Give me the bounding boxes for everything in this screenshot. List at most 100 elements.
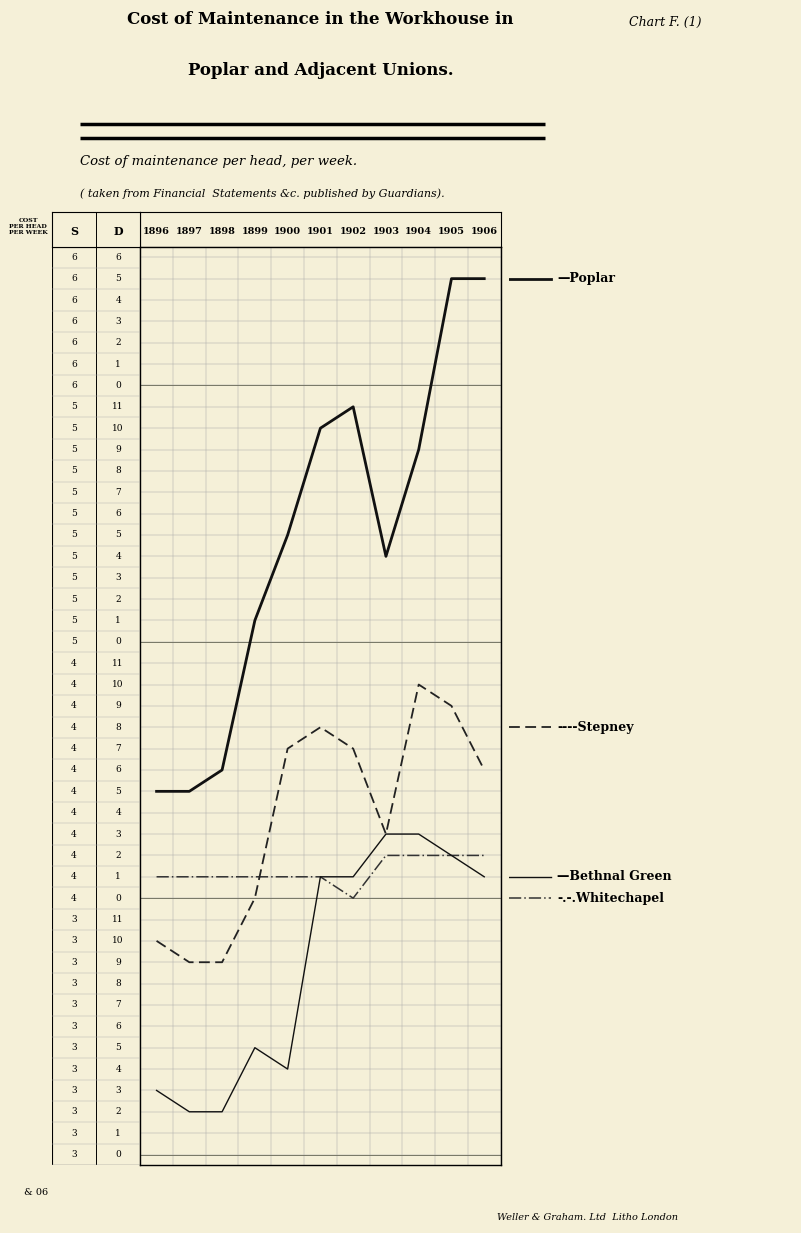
Text: 5: 5: [71, 402, 77, 412]
Text: 6: 6: [71, 360, 77, 369]
Text: 3: 3: [71, 915, 77, 924]
Text: 5: 5: [71, 573, 77, 582]
Text: 5: 5: [71, 445, 77, 454]
Text: 1898: 1898: [208, 227, 235, 236]
Text: 3: 3: [115, 830, 121, 838]
Text: Weller & Graham. Ltd  Litho London: Weller & Graham. Ltd Litho London: [497, 1213, 678, 1222]
Text: 10: 10: [112, 681, 124, 689]
Text: 3: 3: [71, 1086, 77, 1095]
Text: 4: 4: [115, 808, 121, 817]
Text: —Poplar: —Poplar: [557, 272, 615, 285]
Text: 3: 3: [71, 1150, 77, 1159]
Text: 5: 5: [115, 530, 121, 540]
Text: 3: 3: [71, 1043, 77, 1052]
Text: 3: 3: [71, 1000, 77, 1010]
Text: 10: 10: [112, 936, 124, 946]
Text: 3: 3: [71, 936, 77, 946]
Text: 4: 4: [71, 894, 77, 903]
Text: 1: 1: [115, 616, 121, 625]
Text: 4: 4: [71, 830, 77, 838]
Text: —Bethnal Green: —Bethnal Green: [557, 870, 671, 883]
Text: 3: 3: [71, 1128, 77, 1138]
Text: 5: 5: [115, 1043, 121, 1052]
Text: 6: 6: [71, 381, 77, 390]
Text: 8: 8: [115, 979, 121, 988]
Text: 3: 3: [71, 1064, 77, 1074]
Text: 0: 0: [115, 637, 121, 646]
Text: 6: 6: [71, 274, 77, 284]
Text: 2: 2: [115, 851, 121, 859]
Text: ----Stepney: ----Stepney: [557, 721, 634, 734]
Text: 10: 10: [112, 424, 124, 433]
Text: 3: 3: [115, 573, 121, 582]
Text: 1896: 1896: [143, 227, 170, 236]
Text: 6: 6: [71, 296, 77, 305]
Text: 6: 6: [115, 1022, 121, 1031]
Text: 1906: 1906: [471, 227, 497, 236]
Text: 6: 6: [115, 509, 121, 518]
Text: -.-.Whitechapel: -.-.Whitechapel: [557, 891, 664, 905]
Text: 7: 7: [115, 1000, 121, 1010]
Text: 6: 6: [115, 253, 121, 261]
Text: 5: 5: [71, 594, 77, 604]
Text: 9: 9: [115, 958, 121, 967]
Text: Chart F. (1): Chart F. (1): [629, 16, 701, 28]
Text: 1904: 1904: [405, 227, 433, 236]
Text: 4: 4: [115, 296, 121, 305]
Text: 2: 2: [115, 1107, 121, 1116]
Text: 6: 6: [71, 338, 77, 348]
Text: 3: 3: [71, 958, 77, 967]
Text: 8: 8: [115, 723, 121, 731]
Text: 9: 9: [115, 702, 121, 710]
Text: 5: 5: [71, 424, 77, 433]
Text: 11: 11: [112, 658, 124, 667]
Text: 4: 4: [71, 658, 77, 667]
Text: Poplar and Adjacent Unions.: Poplar and Adjacent Unions.: [187, 62, 453, 79]
Text: ( taken from Financial  Statements &c. published by Guardians).: ( taken from Financial Statements &c. pu…: [80, 189, 445, 200]
Text: 4: 4: [71, 723, 77, 731]
Text: 3: 3: [71, 1022, 77, 1031]
Text: 4: 4: [71, 808, 77, 817]
Text: 5: 5: [71, 488, 77, 497]
Text: 5: 5: [115, 274, 121, 284]
Text: 3: 3: [71, 1107, 77, 1116]
Text: 3: 3: [115, 1086, 121, 1095]
Text: 3: 3: [71, 979, 77, 988]
Text: S: S: [70, 226, 78, 237]
Text: 1: 1: [115, 872, 121, 882]
Text: 4: 4: [115, 1064, 121, 1074]
Text: 4: 4: [71, 702, 77, 710]
Text: 1897: 1897: [176, 227, 203, 236]
Text: 4: 4: [71, 851, 77, 859]
Text: 6: 6: [71, 317, 77, 326]
Text: & 06: & 06: [24, 1189, 48, 1197]
Text: 5: 5: [71, 616, 77, 625]
Text: Cost of Maintenance in the Workhouse in: Cost of Maintenance in the Workhouse in: [127, 11, 513, 28]
Text: 1: 1: [115, 360, 121, 369]
Text: 5: 5: [71, 637, 77, 646]
Text: 5: 5: [71, 466, 77, 476]
Text: COST
PER HEAD
PER WEEK: COST PER HEAD PER WEEK: [9, 217, 47, 236]
Text: 2: 2: [115, 594, 121, 604]
Text: 4: 4: [71, 787, 77, 795]
Text: 6: 6: [115, 766, 121, 774]
Text: 11: 11: [112, 402, 124, 412]
Text: 1901: 1901: [307, 227, 334, 236]
Text: 9: 9: [115, 445, 121, 454]
Text: 4: 4: [71, 745, 77, 753]
Text: 4: 4: [71, 872, 77, 882]
Text: 5: 5: [71, 509, 77, 518]
Text: 4: 4: [71, 681, 77, 689]
Text: 5: 5: [115, 787, 121, 795]
Text: 5: 5: [71, 552, 77, 561]
Text: 5: 5: [71, 530, 77, 540]
Text: Cost of maintenance per head, per week.: Cost of maintenance per head, per week.: [80, 155, 357, 169]
Text: 1899: 1899: [241, 227, 268, 236]
Text: 1905: 1905: [438, 227, 465, 236]
Text: 0: 0: [115, 894, 121, 903]
Text: 1900: 1900: [274, 227, 301, 236]
Text: 7: 7: [115, 745, 121, 753]
Text: 8: 8: [115, 466, 121, 476]
Text: 1903: 1903: [372, 227, 400, 236]
Text: 11: 11: [112, 915, 124, 924]
